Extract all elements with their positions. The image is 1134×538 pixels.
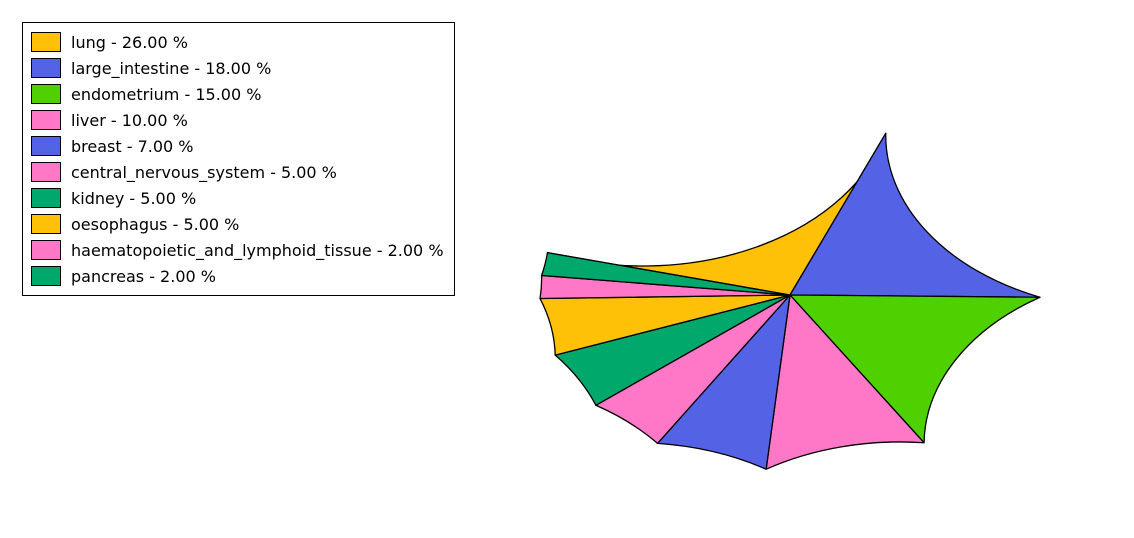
chart-container: lung - 26.00 %large_intestine - 18.00 %e… (0, 0, 1134, 538)
pie-chart (0, 0, 1134, 538)
